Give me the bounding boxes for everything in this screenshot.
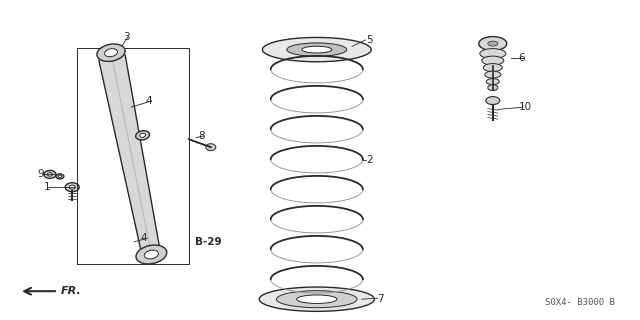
Ellipse shape bbox=[44, 171, 56, 179]
Text: 4: 4 bbox=[141, 233, 147, 244]
Ellipse shape bbox=[145, 250, 159, 259]
Ellipse shape bbox=[479, 36, 507, 51]
Text: 10: 10 bbox=[518, 102, 532, 112]
Text: 4: 4 bbox=[146, 96, 152, 106]
Ellipse shape bbox=[69, 185, 76, 189]
Text: 1: 1 bbox=[44, 182, 50, 192]
Ellipse shape bbox=[488, 41, 498, 46]
Text: 6: 6 bbox=[518, 52, 525, 63]
Ellipse shape bbox=[483, 64, 502, 72]
Text: 9: 9 bbox=[37, 169, 44, 180]
Ellipse shape bbox=[287, 43, 347, 56]
Ellipse shape bbox=[140, 133, 145, 137]
Ellipse shape bbox=[259, 287, 374, 311]
Ellipse shape bbox=[480, 49, 506, 59]
Ellipse shape bbox=[136, 131, 150, 140]
Ellipse shape bbox=[206, 144, 216, 151]
Ellipse shape bbox=[485, 71, 501, 78]
Ellipse shape bbox=[58, 175, 61, 178]
Ellipse shape bbox=[262, 37, 371, 62]
Ellipse shape bbox=[47, 173, 52, 176]
Ellipse shape bbox=[486, 79, 499, 84]
Ellipse shape bbox=[136, 245, 167, 264]
Text: 8: 8 bbox=[198, 131, 205, 141]
Ellipse shape bbox=[97, 44, 125, 61]
Ellipse shape bbox=[297, 295, 337, 303]
Text: 3: 3 bbox=[123, 32, 129, 42]
Ellipse shape bbox=[486, 97, 500, 105]
Ellipse shape bbox=[488, 84, 498, 91]
Text: S0X4- B3000 B: S0X4- B3000 B bbox=[545, 298, 614, 307]
Polygon shape bbox=[99, 55, 159, 252]
Text: B-29: B-29 bbox=[195, 236, 222, 247]
Ellipse shape bbox=[302, 46, 332, 53]
Text: FR.: FR. bbox=[61, 286, 82, 296]
Ellipse shape bbox=[276, 291, 357, 308]
Text: 2: 2 bbox=[366, 155, 372, 165]
Text: 5: 5 bbox=[366, 35, 372, 45]
Ellipse shape bbox=[104, 49, 117, 57]
Ellipse shape bbox=[482, 56, 504, 65]
Text: 7: 7 bbox=[378, 294, 384, 304]
Ellipse shape bbox=[56, 174, 64, 179]
Ellipse shape bbox=[65, 183, 79, 192]
